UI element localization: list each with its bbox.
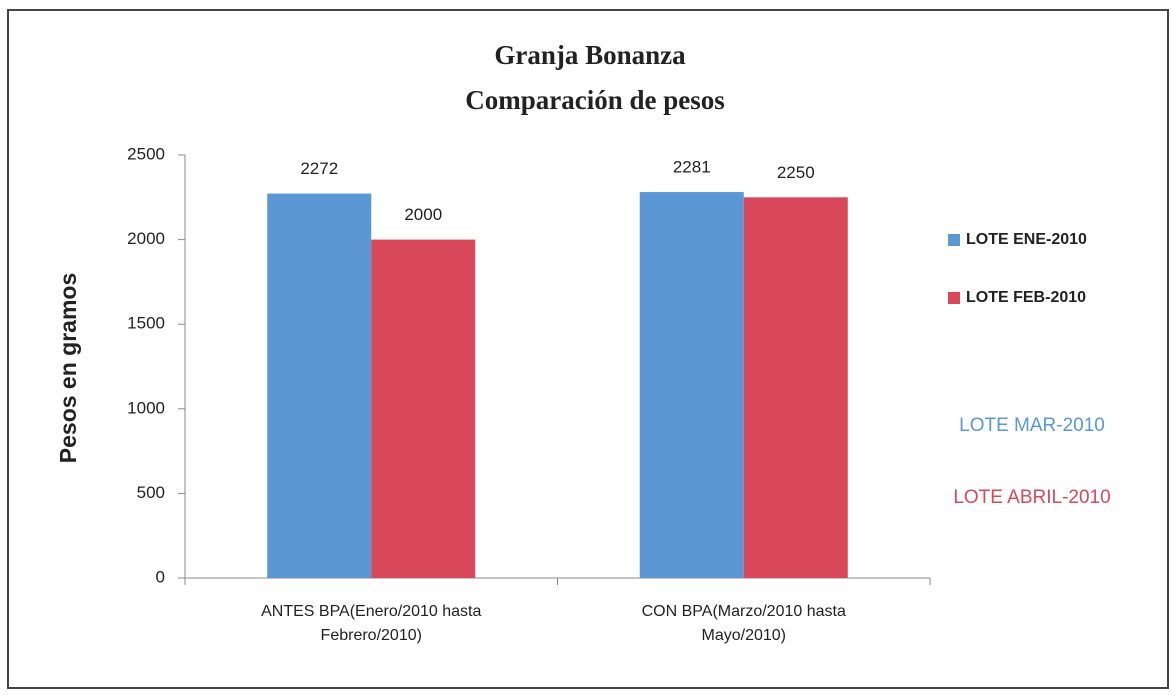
legend-swatch <box>948 292 960 304</box>
y-tick-label: 0 <box>156 567 165 586</box>
y-tick-label: 2500 <box>127 144 165 163</box>
x-tick-label: ANTES BPA(Enero/2010 hasta Febrero/2010) <box>261 603 482 644</box>
data-label: 2000 <box>404 205 442 224</box>
bar <box>371 239 476 578</box>
y-tick-label: 500 <box>137 483 165 502</box>
data-label: 2272 <box>300 159 338 178</box>
bar <box>639 192 744 578</box>
data-label: 2281 <box>673 158 711 177</box>
bar <box>267 193 372 578</box>
chart-border <box>7 9 1169 689</box>
bar <box>743 197 848 579</box>
legend-label: LOTE FEB-2010 <box>966 289 1086 306</box>
annotation: LOTE ABRIL-2010 <box>953 487 1110 508</box>
chart-subtitle: Comparación de pesos <box>465 85 725 115</box>
y-tick-label: 1500 <box>127 314 165 333</box>
legend-swatch <box>948 234 960 246</box>
chart-title: Granja Bonanza <box>494 40 686 70</box>
annotation: LOTE MAR-2010 <box>959 415 1105 436</box>
y-tick-label: 2000 <box>127 229 165 248</box>
legend-label: LOTE ENE-2010 <box>966 231 1087 248</box>
y-axis-label: Pesos en gramos <box>55 273 81 463</box>
y-tick-label: 1000 <box>127 398 165 417</box>
x-tick-label: CON BPA(Marzo/2010 hasta Mayo/2010) <box>641 603 846 644</box>
data-label: 2250 <box>777 163 815 182</box>
